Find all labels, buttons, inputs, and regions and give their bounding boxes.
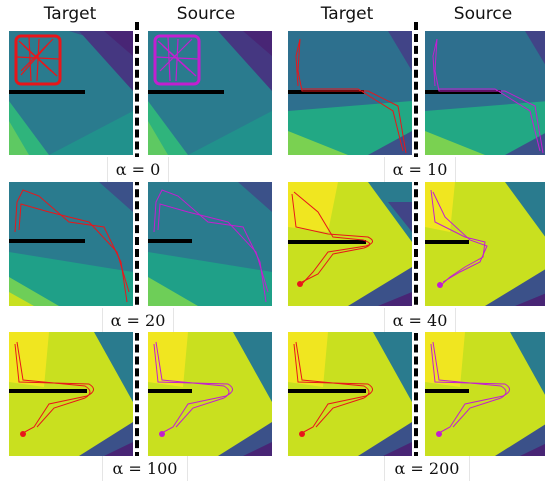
panel-a0-target — [9, 31, 133, 155]
panel-a10-source — [425, 31, 545, 155]
alpha-label-20: α = 20 — [102, 308, 174, 333]
panel-a0-source — [148, 31, 272, 155]
panel-a40-target — [288, 182, 412, 306]
alpha-label-100: α = 100 — [102, 456, 188, 481]
alpha-label-40: α = 40 — [384, 308, 456, 333]
panel-a200-target — [288, 332, 412, 456]
alpha-label-200: α = 200 — [384, 456, 470, 481]
panel-a200-source — [425, 332, 545, 456]
alpha-label-10: α = 10 — [384, 157, 456, 182]
panel-a10-target — [288, 31, 412, 155]
divider-right — [414, 22, 418, 472]
header-target-left: Target — [43, 4, 97, 24]
panel-a20-target — [9, 182, 133, 306]
header-source-left: Source — [176, 4, 236, 24]
divider-left — [135, 22, 139, 472]
panel-a20-source — [148, 182, 272, 306]
header-source-right: Source — [453, 4, 513, 24]
panel-a40-source — [425, 182, 545, 306]
alpha-label-0: α = 0 — [107, 157, 169, 182]
panel-a100-source — [148, 332, 272, 456]
header-target-right: Target — [320, 4, 374, 24]
panel-a100-target — [9, 332, 133, 456]
